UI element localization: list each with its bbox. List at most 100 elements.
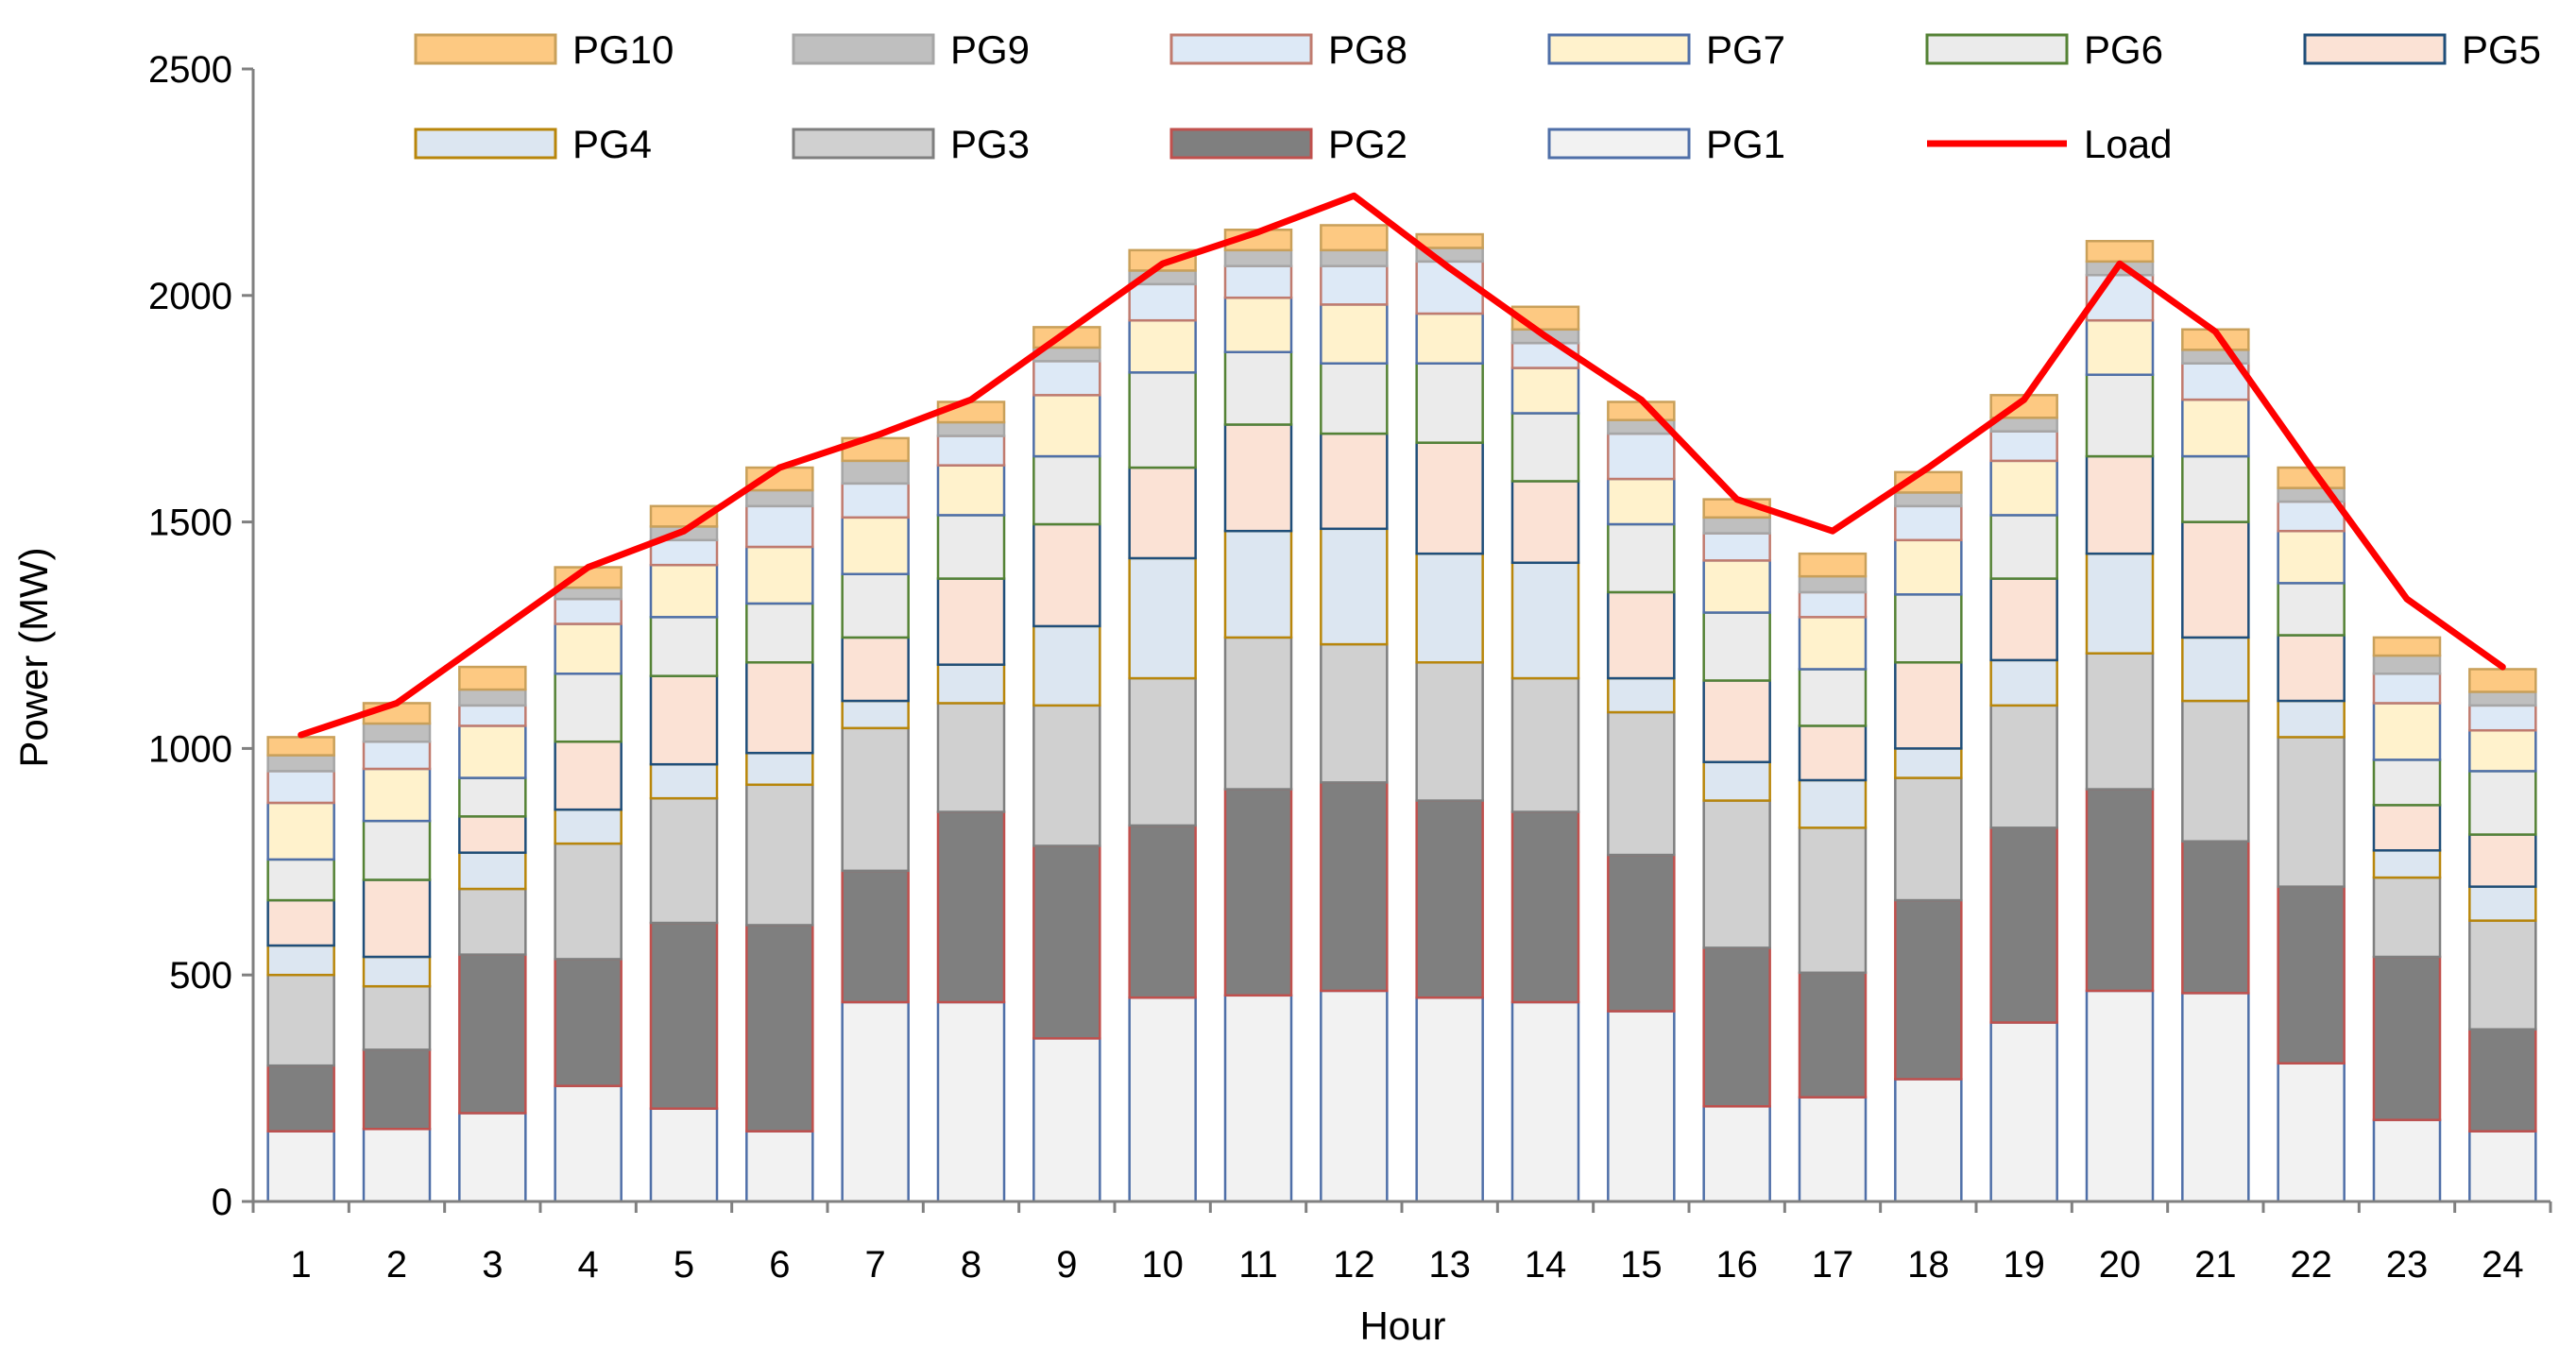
x-tick-label: 13 [1428, 1244, 1471, 1286]
bar-pg7-hour-24 [2468, 728, 2537, 773]
bar-pg4-hour-15 [1607, 676, 1676, 714]
bar-pg4-hour-9 [1032, 624, 1101, 707]
bar-pg5-hour-6 [745, 661, 814, 755]
load-line [298, 192, 2506, 739]
legend-item-pg2: PG2 [1169, 122, 1407, 166]
bar-pg2-hour-22 [2277, 885, 2346, 1065]
bar-pg7-hour-10 [1128, 318, 1197, 374]
bar-pg9-hour-2 [362, 722, 432, 743]
x-tick-label: 1 [291, 1244, 312, 1286]
bar-pg7-hour-5 [649, 563, 719, 619]
bar-pg1-hour-9 [1032, 1037, 1101, 1203]
bar-pg9-hour-12 [1320, 248, 1389, 267]
legend: PG10 PG9 PG8 PG7 PG6 PG5 PG4 PG3 PG2 PG1 Load [414, 27, 2541, 166]
bar-pg4-hour-17 [1798, 778, 1868, 829]
bar-pg9-hour-7 [841, 459, 910, 486]
bar-pg10-hour-23 [2372, 636, 2442, 657]
x-tick-label: 17 [1812, 1244, 1854, 1286]
bar-pg8-hour-22 [2277, 500, 2346, 533]
bar-pg6-hour-18 [1894, 593, 1963, 664]
legend-swatch [792, 33, 935, 65]
bar-pg2-hour-17 [1798, 971, 1868, 1099]
bar-pg6-hour-8 [936, 514, 1006, 580]
bar-pg8-hour-19 [1989, 430, 2058, 463]
bar-pg2-hour-12 [1320, 781, 1389, 993]
legend-swatch [2303, 33, 2447, 65]
bar-pg3-hour-21 [2181, 699, 2250, 843]
bar-pg1-hour-15 [1607, 1010, 1676, 1203]
bar-pg4-hour-20 [2085, 552, 2155, 655]
bar-pg3-hour-20 [2085, 652, 2155, 791]
bar-pg3-hour-3 [458, 887, 527, 956]
bar-pg9-hour-8 [936, 420, 1006, 437]
bar-pg5-hour-2 [362, 878, 432, 959]
legend-label: PG3 [950, 122, 1030, 166]
legend-item-pg10: PG10 [414, 27, 674, 72]
bar-pg2-hour-20 [2085, 788, 2155, 993]
bar-pg3-hour-17 [1798, 826, 1868, 975]
legend-item-pg7: PG7 [1547, 27, 1785, 72]
legend-label: PG2 [1328, 122, 1407, 166]
x-tick-label: 19 [2003, 1244, 2045, 1286]
bar-pg1-hour-3 [458, 1112, 527, 1203]
bar-pg1-hour-6 [745, 1130, 814, 1203]
legend-label: PG1 [1706, 122, 1785, 166]
bar-pg2-hour-7 [841, 869, 910, 1004]
y-tick-label: 1000 [148, 728, 232, 770]
bar-pg7-hour-13 [1415, 312, 1484, 365]
bar-pg5-hour-16 [1702, 679, 1771, 764]
bar-pg5-hour-21 [2181, 520, 2250, 639]
y-tick-label: 2000 [148, 276, 232, 317]
bar-pg5-hour-18 [1894, 661, 1963, 750]
bar-pg2-hour-3 [458, 953, 527, 1115]
bar-pg7-hour-18 [1894, 538, 1963, 596]
bar-pg3-hour-4 [554, 842, 623, 961]
bar-pg7-hour-1 [266, 801, 335, 861]
bar-pg2-hour-13 [1415, 799, 1484, 999]
bar-pg3-hour-23 [2372, 876, 2442, 959]
bar-pg1-hour-5 [649, 1107, 719, 1203]
bar-pg7-hour-8 [936, 464, 1006, 517]
legend-item-pg9: PG9 [792, 27, 1030, 72]
bar-pg10-hour-1 [266, 736, 335, 757]
bar-pg8-hour-15 [1607, 432, 1676, 481]
bar-pg5-hour-4 [554, 740, 623, 811]
bar-pg3-hour-15 [1607, 710, 1676, 857]
bar-pg7-hour-3 [458, 724, 527, 779]
legend-swatch [1169, 33, 1313, 65]
bar-pg3-hour-18 [1894, 776, 1963, 902]
legend-label: PG6 [2084, 27, 2163, 72]
bar-pg4-hour-14 [1510, 561, 1580, 680]
bar-pg6-hour-11 [1223, 350, 1293, 426]
bar-pg1-hour-11 [1223, 994, 1293, 1203]
bar-pg1-hour-10 [1128, 996, 1197, 1203]
bar-pg5-hour-5 [649, 674, 719, 766]
bar-pg3-hour-5 [649, 796, 719, 925]
x-tick-label: 9 [1056, 1244, 1077, 1286]
bar-pg2-hour-21 [2181, 840, 2250, 995]
x-tick-label: 21 [2194, 1244, 2237, 1286]
bar-pg7-hour-19 [1989, 459, 2058, 517]
bar-pg4-hour-22 [2277, 699, 2346, 739]
x-tick-label: 5 [674, 1244, 694, 1286]
legend-label: PG8 [1328, 27, 1407, 72]
bar-pg6-hour-15 [1607, 522, 1676, 594]
bar-pg4-hour-1 [266, 944, 335, 977]
bar-pg8-hour-3 [458, 704, 527, 727]
bar-pg1-hour-23 [2372, 1118, 2442, 1203]
bar-pg3-hour-11 [1223, 636, 1293, 791]
bar-pg1-hour-19 [1989, 1021, 2058, 1203]
bar-pg4-hour-8 [936, 663, 1006, 705]
bar-pg8-hour-4 [554, 597, 623, 625]
bar-pg2-hour-19 [1989, 826, 2058, 1024]
legend-label: PG4 [572, 122, 652, 166]
bar-pg5-hour-14 [1510, 480, 1580, 565]
bar-pg2-hour-15 [1607, 853, 1676, 1013]
bar-pg1-hour-21 [2181, 992, 2250, 1203]
bar-pg5-hour-20 [2085, 454, 2155, 555]
bar-pg1-hour-14 [1510, 1000, 1580, 1203]
bar-pg6-hour-12 [1320, 362, 1389, 435]
bar-pg7-hour-22 [2277, 529, 2346, 585]
bar-pg7-hour-14 [1510, 366, 1580, 415]
bar-pg8-hour-23 [2372, 673, 2442, 705]
